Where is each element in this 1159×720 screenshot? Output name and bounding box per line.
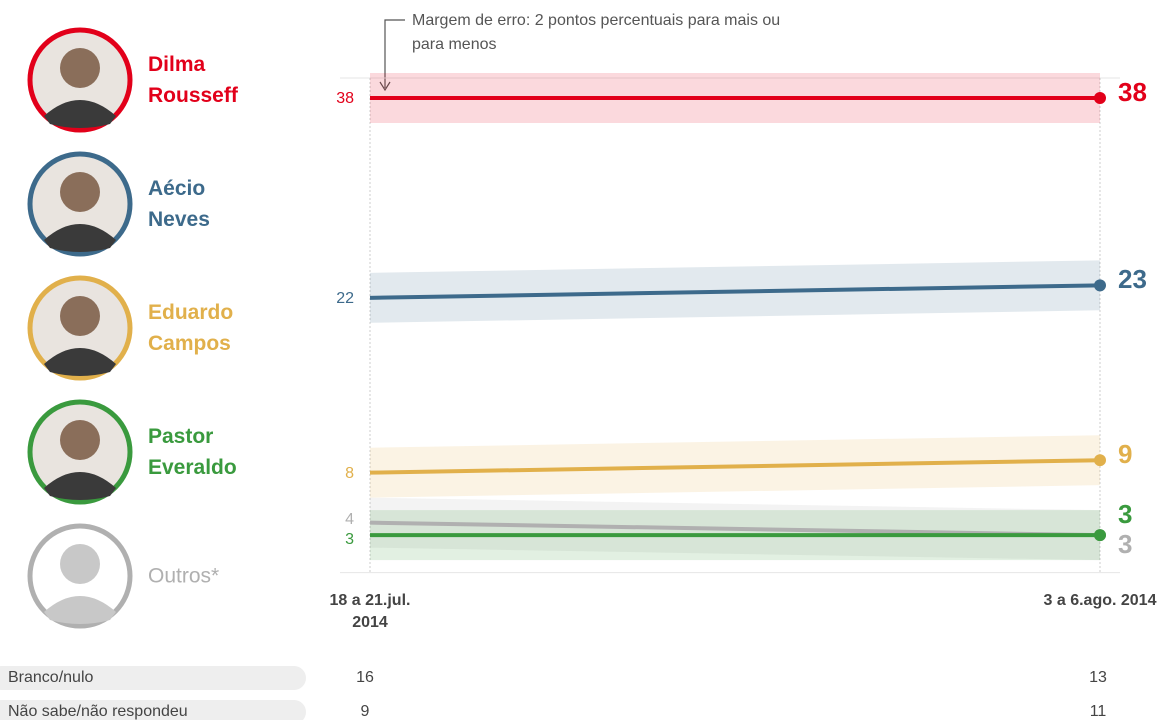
x-tick-label: 18 a 21.jul. 2014 xyxy=(329,592,411,631)
row-label: Não sabe/não respondeu xyxy=(8,703,188,720)
annotation-arrow xyxy=(384,19,405,88)
end-value-label: 38 xyxy=(1118,77,1147,107)
annotation: Margem de erro: 2 pontos percentuais par… xyxy=(412,12,781,53)
series-line xyxy=(369,283,1101,300)
legend-label: Aécio Neves xyxy=(148,177,210,231)
end-value-label: 9 xyxy=(1118,439,1132,469)
end-value-label: 3 xyxy=(1118,529,1132,559)
portrait-body xyxy=(44,596,116,624)
end-point xyxy=(1094,529,1106,542)
portrait-head xyxy=(60,172,100,212)
end-point xyxy=(1094,91,1106,104)
row-background xyxy=(0,700,306,720)
portrait-body xyxy=(44,348,116,376)
row-value: 11 xyxy=(1090,703,1107,720)
row-label: Branco/nulo xyxy=(8,669,93,686)
portrait-head xyxy=(60,544,100,584)
arrow-head xyxy=(379,81,391,92)
row-value: 16 xyxy=(356,669,374,686)
x-tick-label: 3 a 6.ago. 2014 xyxy=(1043,592,1157,609)
end-point xyxy=(1094,454,1106,467)
series-line xyxy=(369,458,1101,475)
row-value: 9 xyxy=(361,703,370,720)
portrait-body xyxy=(44,100,116,128)
start-value-label: 22 xyxy=(336,290,354,307)
end-point xyxy=(1094,279,1106,292)
start-value-label: 3 xyxy=(345,531,354,548)
series-line xyxy=(369,520,1101,538)
row-background xyxy=(0,666,306,690)
portrait-body xyxy=(44,224,116,252)
end-value-label: 23 xyxy=(1118,264,1147,294)
portrait-head xyxy=(60,296,100,336)
start-value-label: 8 xyxy=(345,465,354,482)
legend-label: Outros* xyxy=(148,564,220,588)
portrait-head xyxy=(60,420,100,460)
portrait-body xyxy=(44,472,116,500)
start-value-label: 4 xyxy=(345,511,354,528)
row-value: 13 xyxy=(1089,669,1107,686)
end-value-label: 3 xyxy=(1118,499,1132,529)
legend-label: Dilma Rousseff xyxy=(148,53,238,107)
legend-label: Pastor Everaldo xyxy=(148,425,237,479)
legend-label: Eduardo Campos xyxy=(148,301,234,355)
start-value-label: 38 xyxy=(336,90,354,107)
portrait-head xyxy=(60,48,100,88)
